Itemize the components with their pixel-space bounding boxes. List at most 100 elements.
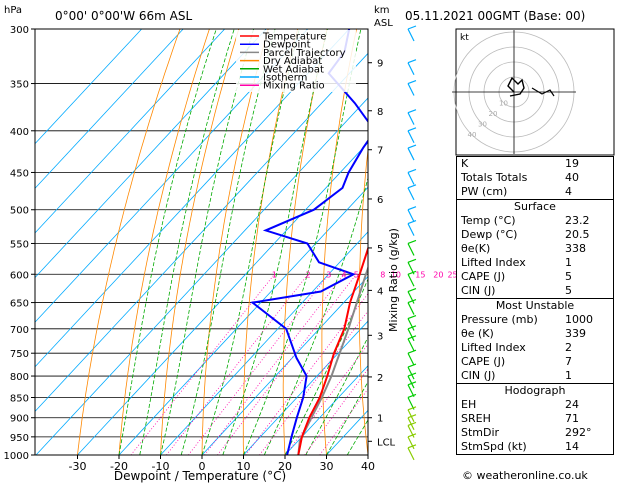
wind-barb-staff: [408, 448, 414, 460]
wind-barb-staff: [408, 339, 414, 351]
mixing-ratio-line: [205, 274, 345, 455]
surface-value: 338: [565, 242, 609, 256]
parcel-trajectory-line: [298, 29, 449, 455]
hodograph-label: StmDir: [461, 426, 499, 440]
hodograph-value: 292°: [565, 426, 609, 440]
mixing-ratio-line: [246, 274, 383, 455]
unstable-row: θe (K) 339: [457, 327, 613, 341]
unstable-value: 2: [565, 341, 609, 355]
hodograph-value: 14: [565, 440, 609, 454]
hodograph-value: 24: [565, 398, 609, 412]
pressure-tick-label: 900: [10, 414, 29, 425]
wind-barb-flag: [408, 289, 416, 292]
pressure-tick-label: 300: [10, 25, 29, 36]
hodograph-row: SREH 71: [457, 412, 613, 426]
pressure-tick-label: 700: [10, 325, 29, 336]
wind-barb-staff: [408, 131, 414, 143]
mixing-ratio-axis-title: Mixing Ratio (g/kg): [387, 228, 400, 332]
pressure-tick-label: 350: [10, 80, 29, 91]
isotherm-line: [78, 29, 474, 455]
surface-row: Temp (°C) 23.2: [457, 214, 613, 228]
surface-label: CIN (J): [461, 284, 495, 298]
pressure-tick-label: 600: [10, 270, 29, 281]
index-label: K: [461, 157, 468, 171]
units-asl: ASL: [374, 18, 393, 29]
wind-barb-staff: [408, 353, 414, 365]
wind-barb-staff: [408, 148, 414, 160]
wind-barb-flag: [408, 145, 416, 148]
dry-adiabat-line: [202, 29, 268, 455]
mixing-ratio-label: 4: [342, 270, 347, 279]
wind-barb-staff: [408, 29, 414, 41]
surface-value: 23.2: [565, 214, 609, 228]
km-tick-label: 4: [377, 286, 383, 297]
km-tick-label: 2: [377, 373, 383, 384]
pressure-tick-label: 550: [10, 239, 29, 250]
isotherm-line: [0, 29, 225, 455]
hodograph-label: SREH: [461, 412, 491, 426]
hodograph-ring-label: 10: [499, 100, 508, 108]
wind-barb-staff: [408, 274, 414, 286]
wind-barb-flag: [408, 240, 416, 243]
hodograph-ring-label: 30: [478, 121, 487, 129]
mixing-ratio-label: 15: [415, 270, 425, 279]
wind-barb-flag: [408, 26, 416, 29]
wind-barb-staff: [408, 63, 414, 75]
unstable-row: Pressure (mb)1000: [457, 313, 613, 327]
location-label: 0°00' 0°00'W 66m ASL: [55, 9, 193, 23]
surface-value: 20.5: [565, 228, 609, 242]
surface-value: 5: [565, 284, 609, 298]
dry-adiabat-line: [431, 29, 451, 455]
hodograph-ring-label: 20: [489, 110, 498, 118]
wind-barb-staff: [408, 243, 414, 255]
km-tick-label: 6: [377, 195, 383, 206]
surface-label: Dewp (°C): [461, 228, 517, 242]
km-tick-label: 1: [377, 414, 383, 425]
km-tick-label: 3: [377, 331, 383, 342]
x-tick-label: 30: [320, 460, 334, 473]
km-tick-label: 5: [377, 244, 383, 255]
x-tick-label: 40: [361, 460, 375, 473]
hodograph-row: StmSpd (kt) 14: [457, 440, 613, 454]
pressure-tick-label: 1000: [4, 451, 29, 462]
pressure-tick-label: 450: [10, 168, 29, 179]
wind-barb-flag: [408, 81, 416, 84]
pressure-tick-label: 750: [10, 349, 29, 360]
wind-barb-staff: [408, 210, 414, 222]
unstable-label: Pressure (mb): [461, 313, 538, 327]
surface-row: θe(K) 338: [457, 242, 613, 256]
unstable-label: θe (K): [461, 327, 494, 341]
wind-barb-staff: [408, 303, 414, 315]
units-km: km: [374, 5, 390, 16]
wet-adiabat-line: [285, 29, 449, 455]
unstable-title: Most Unstable: [457, 298, 613, 313]
hodograph-label: StmSpd (kt): [461, 440, 527, 454]
surface-value: 1: [565, 256, 609, 270]
surface-title: Surface: [457, 199, 613, 214]
unstable-row: CIN (J)1: [457, 369, 613, 383]
surface-label: θe(K): [461, 242, 490, 256]
wind-barb-staff: [408, 224, 414, 236]
dry-adiabat-line: [621, 29, 629, 455]
unstable-value: 339: [565, 327, 609, 341]
mixing-ratio-label: 2: [305, 270, 310, 279]
index-label: PW (cm): [461, 185, 507, 199]
isotherm-line: [0, 29, 391, 455]
hodograph-label: EH: [461, 398, 476, 412]
wet-adiabat-line: [264, 29, 401, 455]
hodograph-table-title: Hodograph: [457, 383, 613, 398]
mixing-ratio-label: 20: [433, 270, 443, 279]
wind-barb-staff: [408, 113, 414, 125]
unstable-value: 7: [565, 355, 609, 369]
surface-label: Temp (°C): [461, 214, 516, 228]
wind-barb-flag: [408, 259, 416, 262]
index-value: 40: [565, 171, 609, 185]
hodograph-value: 71: [565, 412, 609, 426]
dry-adiabat-line: [119, 29, 209, 455]
surface-row: Dewp (°C) 20.5: [457, 228, 613, 242]
